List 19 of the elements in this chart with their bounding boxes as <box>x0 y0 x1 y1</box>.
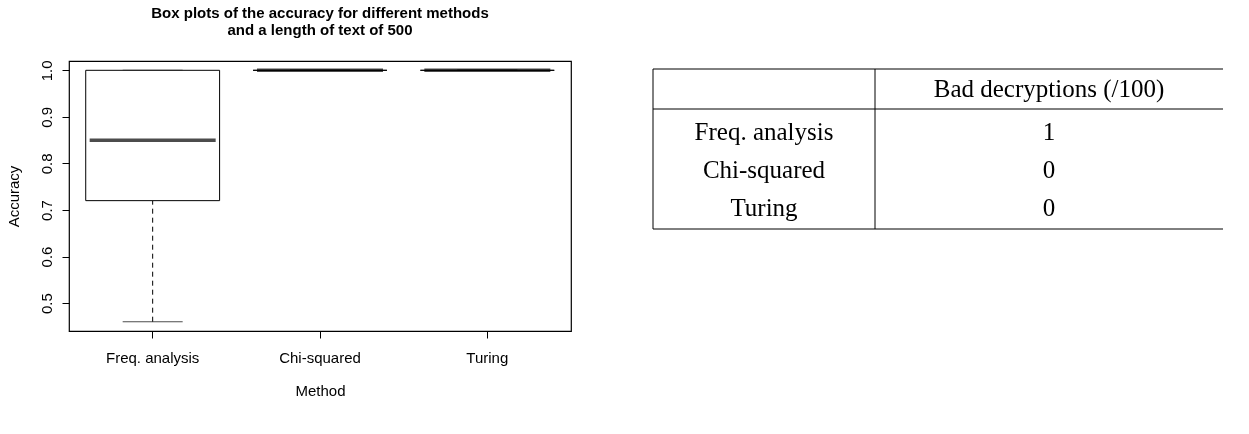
y-tick-label: 0.5 <box>37 293 55 314</box>
category-label: Turing <box>730 194 799 221</box>
y-tick-label: 0.7 <box>37 200 55 221</box>
category-label: Freq. analysis <box>694 118 834 145</box>
x-axis-title: Method <box>295 381 346 399</box>
y-axis-title: Accuracy <box>4 165 22 228</box>
y-tick-label: 0.9 <box>37 106 55 128</box>
category-label: Chi-squared <box>702 156 826 183</box>
text: Bad decryptions (/100) <box>933 75 1165 103</box>
x-tick-label: Chi-squared <box>279 348 361 366</box>
y-tick-label: 0.8 <box>37 153 55 175</box>
x-tick-label: Freq. analysis <box>105 348 200 366</box>
y-tick-label: 1.0 <box>37 60 55 82</box>
y-tick-label: 0.6 <box>37 246 55 268</box>
data-label: 0 <box>1042 156 1056 183</box>
data-label: 1 <box>1042 118 1056 145</box>
data-label: 0 <box>1042 194 1056 221</box>
chart-title: Box plots of the accuracy for different methods and a length of text of 500 <box>151 3 489 38</box>
x-tick-label: Turing <box>466 348 509 366</box>
